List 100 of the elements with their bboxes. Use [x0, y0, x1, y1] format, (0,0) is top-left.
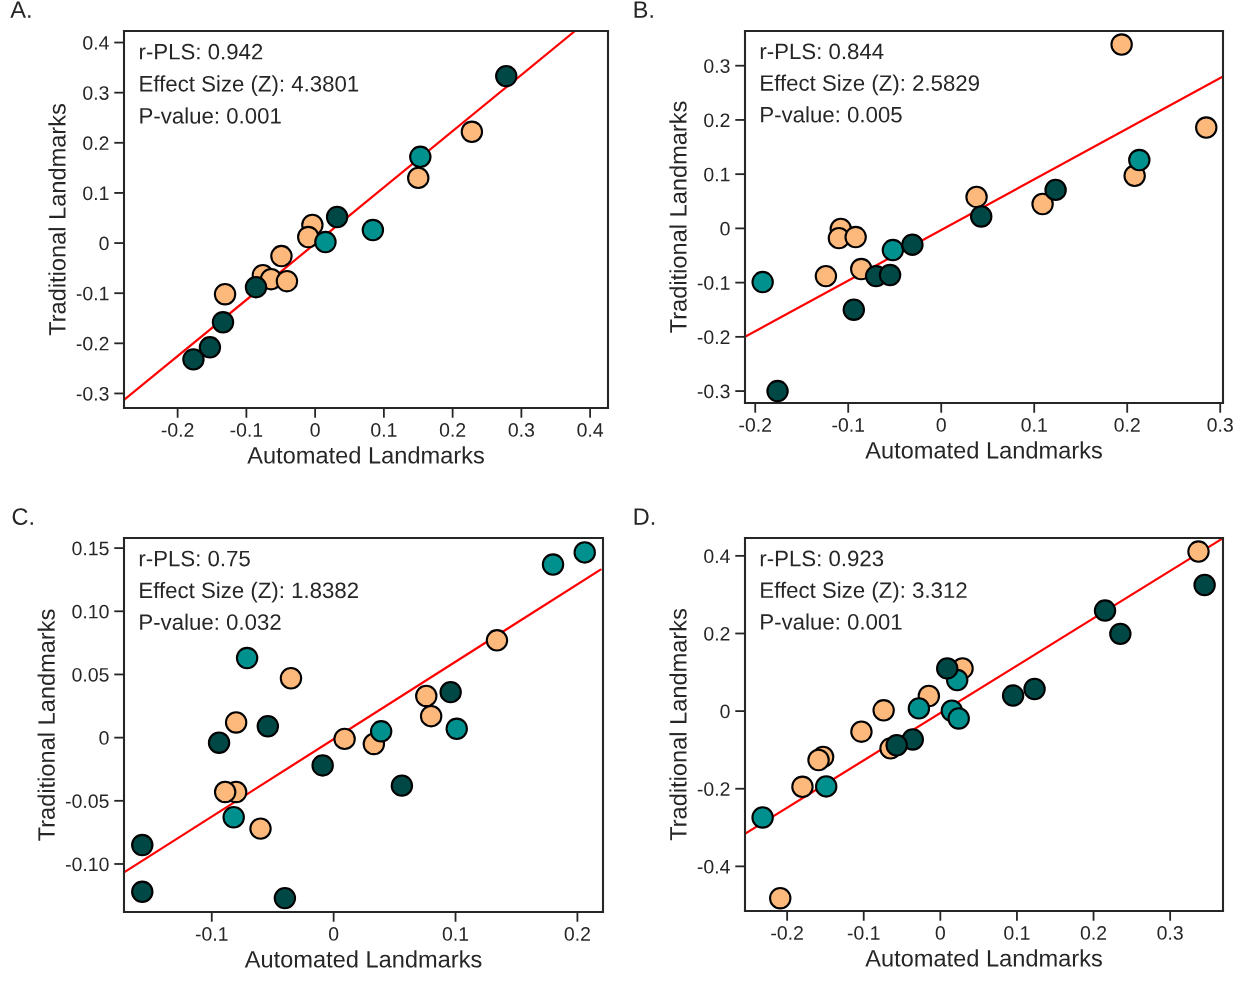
point	[235, 646, 259, 670]
y-tick-label: 0.4	[83, 36, 109, 50]
point	[842, 298, 866, 321]
point	[791, 775, 814, 799]
point	[573, 541, 596, 564]
x-tick-label: 0	[935, 926, 945, 940]
y-tick-label: 0	[99, 236, 109, 251]
point	[965, 185, 988, 209]
point	[766, 379, 789, 403]
y-axis-title: Traditional Landmarks	[48, 103, 66, 336]
point	[769, 886, 792, 910]
y-tick-label: 0	[720, 704, 730, 719]
point	[409, 145, 432, 169]
y-axis-title: Traditional Landmarks	[669, 101, 687, 333]
point	[885, 734, 908, 757]
point	[947, 707, 970, 730]
point	[131, 880, 154, 904]
point	[270, 244, 293, 268]
y-tick-label: 0.2	[704, 113, 730, 128]
point	[807, 748, 830, 772]
annotation: P-value: 0.032	[140, 613, 281, 630]
point	[211, 311, 235, 334]
point	[369, 720, 393, 743]
y-tick-label: 0.1	[704, 167, 730, 182]
point	[814, 264, 838, 288]
chart-title: A.	[10, 1, 31, 18]
point	[182, 348, 205, 371]
point	[814, 775, 838, 798]
y-tick-label: 0.3	[704, 59, 730, 73]
point	[1031, 192, 1054, 216]
point	[445, 717, 468, 741]
x-tick-label: 0.2	[439, 423, 466, 437]
y-tick-label: -0.3	[697, 384, 730, 399]
x-tick-label: 0.1	[442, 927, 469, 941]
x-tick-label: -0.2	[771, 926, 803, 940]
point	[541, 553, 565, 576]
x-tick-label: -0.1	[832, 418, 865, 432]
point	[256, 715, 280, 738]
chart-title: C.	[12, 508, 33, 525]
y-tick-label: 0.2	[704, 626, 730, 641]
point	[198, 336, 222, 359]
x-tick-label: 0.1	[1021, 418, 1047, 432]
x-tick-label: 0.1	[371, 423, 397, 437]
point	[1001, 684, 1025, 707]
x-tick-label: -0.1	[230, 423, 263, 437]
point	[844, 225, 867, 249]
y-axis-title: Traditional Landmarks	[669, 608, 687, 841]
y-tick-label: 0.10	[72, 604, 109, 619]
y-tick-label: -0.2	[76, 336, 109, 351]
point	[878, 263, 902, 287]
x-axis-title: Automated Landmarks	[247, 446, 484, 464]
chart-title: B.	[634, 1, 653, 18]
x-tick-label: 0	[310, 423, 320, 437]
point	[311, 754, 334, 777]
y-tick-label: -0.10	[65, 857, 109, 872]
y-tick-label: -0.2	[697, 330, 730, 345]
annotation: Effect Size (Z): 2.5829	[761, 74, 979, 96]
y-tick-label: 0.3	[83, 86, 109, 100]
point	[222, 806, 245, 829]
point	[969, 205, 993, 228]
x-tick-label: 0.2	[1080, 926, 1107, 940]
point	[131, 833, 154, 857]
y-tick-label: 0.4	[704, 549, 730, 564]
x-tick-label: 0.1	[1004, 926, 1030, 940]
x-tick-label: -0.2	[739, 418, 772, 432]
point	[1110, 33, 1133, 56]
point	[936, 657, 959, 680]
point	[279, 667, 303, 690]
x-axis-title: Automated Landmarks	[865, 441, 1102, 459]
point	[872, 699, 895, 722]
x-tick-label: 0.3	[508, 423, 535, 437]
annotation: P-value: 0.001	[761, 613, 902, 630]
y-tick-label: 0.15	[72, 541, 109, 556]
point	[325, 205, 349, 229]
point	[751, 270, 774, 294]
annotation: Effect Size (Z): 1.8382	[140, 581, 358, 603]
chart-title: D.	[634, 508, 655, 525]
y-tick-label: -0.4	[697, 859, 730, 874]
y-tick-label: -0.05	[65, 794, 109, 809]
annotation: r-PLS: 0.923	[760, 550, 884, 567]
x-tick-label: 0.3	[1207, 418, 1233, 432]
point	[1187, 540, 1210, 563]
y-tick-label: -0.3	[76, 386, 109, 401]
y-tick-label: -0.1	[76, 286, 109, 301]
point	[751, 806, 774, 829]
point	[207, 731, 231, 754]
point	[1044, 178, 1067, 202]
point	[1193, 573, 1216, 597]
point	[419, 704, 443, 728]
x-tick-label: 0.2	[1114, 418, 1140, 432]
point	[1093, 599, 1117, 622]
annotation: P-value: 0.005	[761, 106, 902, 123]
point	[390, 774, 414, 797]
point	[1023, 677, 1046, 701]
point	[1195, 116, 1218, 139]
x-tick-label: -0.1	[847, 926, 880, 940]
y-axis-title: Traditional Landmarks	[37, 609, 55, 841]
point	[415, 684, 438, 708]
y-tick-label: 0	[99, 731, 109, 745]
x-tick-label: 0.3	[1157, 926, 1183, 940]
